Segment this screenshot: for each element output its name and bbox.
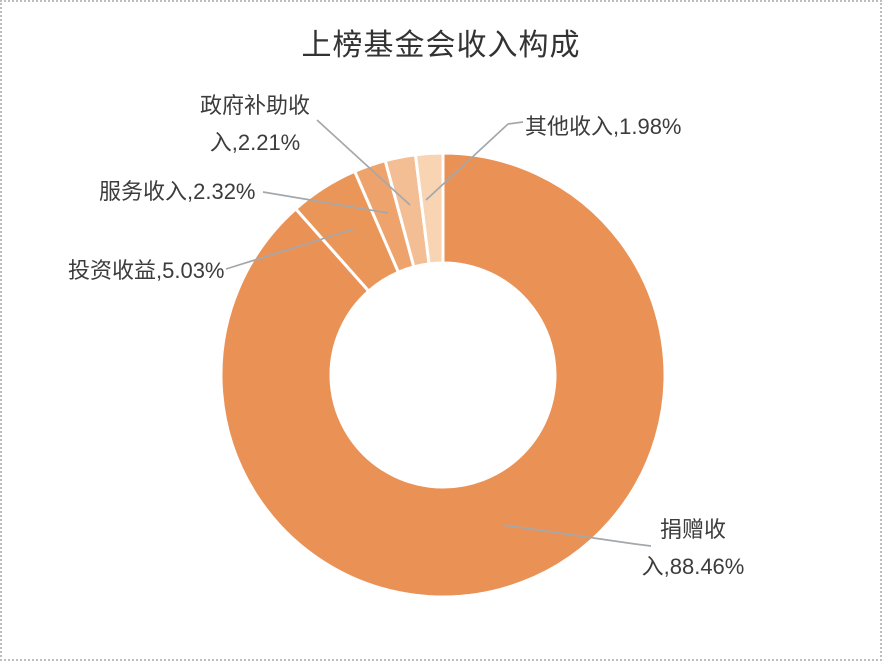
- leader-line-4: [425, 121, 524, 201]
- leader-line-1: [225, 228, 355, 270]
- data-label-line: 服务收入,2.32%: [99, 179, 256, 204]
- leader-line-3: [316, 119, 411, 206]
- data-label-investment-income: 投资收益,5.03%: [68, 252, 225, 289]
- leader-line-2: [262, 191, 389, 214]
- donut-slice-0: [219, 151, 667, 599]
- data-label-line: 政府补助收: [199, 93, 310, 118]
- data-label-line: 投资收益,5.03%: [68, 258, 225, 283]
- data-label-line: 捐赠收: [659, 517, 726, 542]
- data-label-service-income: 服务收入,2.32%: [99, 173, 256, 210]
- leader-line-0: [503, 524, 652, 547]
- chart-title: 上榜基金会收入构成: [301, 29, 581, 62]
- data-label-line: 其他收入,1.98%: [525, 114, 682, 139]
- donut-slice-4: [413, 151, 445, 266]
- data-label-government-subsidy-income: 政府补助收 入,2.21%: [175, 87, 335, 161]
- data-label-donation-income: 捐赠收 入,88.46%: [613, 511, 773, 585]
- data-label-other-income: 其他收入,1.98%: [525, 108, 682, 145]
- data-label-line: 入,88.46%: [641, 554, 745, 579]
- data-label-line: 入,2.21%: [209, 130, 301, 155]
